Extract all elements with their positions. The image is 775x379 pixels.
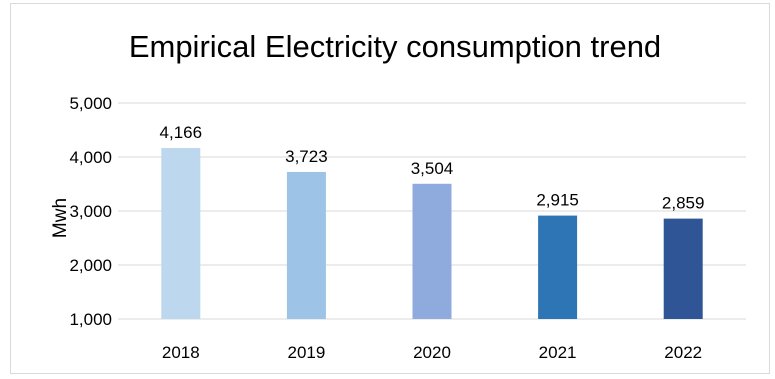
bar-2020 <box>412 183 452 319</box>
bar-2018 <box>161 148 201 319</box>
bar-2022 <box>663 218 703 319</box>
bar-2021 <box>538 215 578 319</box>
x-tick-label-2020: 2020 <box>413 343 451 362</box>
x-axis-ticks: 2018 2019 2020 2021 2022 <box>162 343 702 362</box>
y-tick-label: 2,000 <box>69 256 112 275</box>
data-labels: 4,166 3,723 3,504 2,915 2,859 <box>160 123 705 213</box>
data-label-2018: 4,166 <box>160 123 203 142</box>
bar-2019 <box>286 171 326 319</box>
y-axis-ticks: 1,000 2,000 3,000 4,000 5,000 <box>69 94 112 329</box>
chart-title: Empirical Electricity consumption trend <box>128 29 662 64</box>
y-tick-label: 5,000 <box>69 94 112 113</box>
data-label-2022: 2,859 <box>662 194 705 213</box>
data-label-2021: 2,915 <box>536 191 579 210</box>
x-tick-label-2018: 2018 <box>162 343 200 362</box>
x-tick-label-2019: 2019 <box>287 343 325 362</box>
y-tick-label: 4,000 <box>69 148 112 167</box>
y-axis-label: Mwh <box>50 198 71 238</box>
data-label-2019: 3,723 <box>285 147 328 166</box>
chart-frame <box>10 3 770 374</box>
y-tick-label: 3,000 <box>69 202 112 221</box>
x-tick-label-2021: 2021 <box>539 343 577 362</box>
x-tick-label-2022: 2022 <box>664 343 702 362</box>
bars <box>161 148 703 319</box>
y-tick-label: 1,000 <box>69 310 112 329</box>
data-label-2020: 3,504 <box>411 159 454 178</box>
